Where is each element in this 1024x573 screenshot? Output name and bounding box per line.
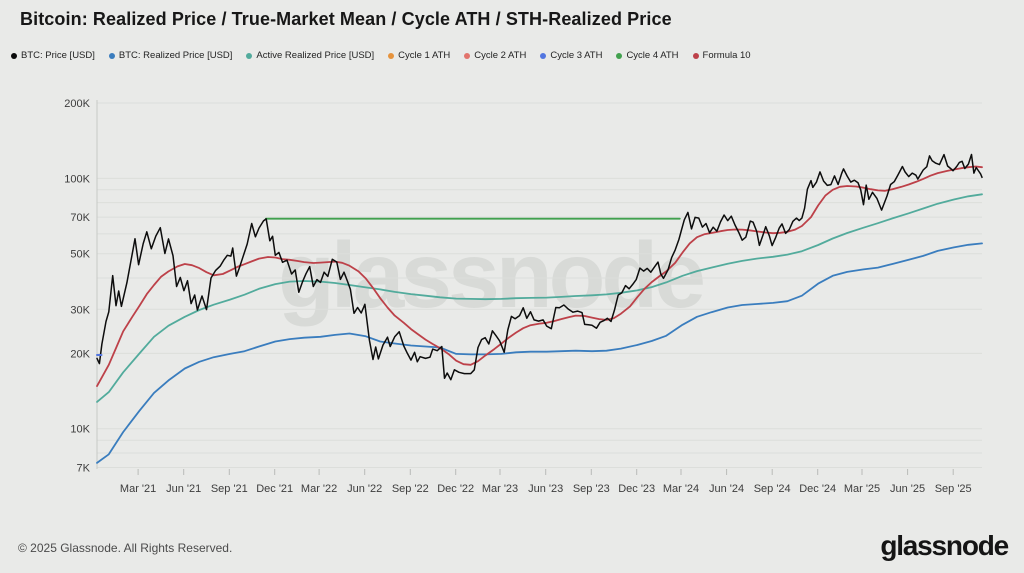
legend-label: BTC: Price [USD] [21,50,95,61]
x-axis-label: Dec '24 [799,483,836,495]
legend-item-btc-realized-price[interactable]: BTC: Realized Price [USD] [108,50,233,61]
y-axis-label: 20K [70,348,90,360]
legend-item-cycle-4-ath[interactable]: Cycle 4 ATH [616,50,679,61]
legend-label: Cycle 1 ATH [398,50,451,61]
x-axis-label: Sep '25 [935,483,972,495]
y-axis-label: 7K [77,463,91,475]
legend-dot-icon [540,52,547,59]
copyright-text: © 2025 Glassnode. All Rights Reserved. [18,541,233,555]
y-axis-label: 10K [70,424,90,436]
legend-item-cycle-1-ath[interactable]: Cycle 1 ATH [388,50,450,61]
legend-label: Cycle 2 ATH [474,50,527,61]
legend-dot-icon [108,52,115,59]
legend-item-cycle-3-ath[interactable]: Cycle 3 ATH [540,50,602,61]
legend-label: Active Realized Price [USD] [256,50,375,61]
x-axis-label: Sep '24 [754,483,791,495]
legend-label: BTC: Realized Price [USD] [118,50,233,61]
series-formula-10 [96,165,983,388]
x-axis-label: Dec '22 [437,483,474,495]
x-axis-label: Jun '22 [347,483,382,495]
x-axis-label: Mar '25 [844,483,880,495]
legend-item-cycle-2-ath[interactable]: Cycle 2 ATH [464,50,526,61]
legend-dot-icon [246,52,253,59]
series-btc-price [96,153,983,381]
legend-label: Cycle 4 ATH [626,50,679,61]
legend-dot-icon [616,52,623,59]
x-axis-label: Dec '21 [256,483,293,495]
y-axis-label: 200K [64,98,90,110]
y-axis-label: 100K [64,173,90,185]
legend-label: Formula 10 [702,50,751,61]
x-axis-label: Sep '22 [392,483,429,495]
x-axis-label: Dec '23 [618,483,655,495]
x-axis-label: Sep '21 [211,483,248,495]
x-axis-label: Mar '21 [120,483,156,495]
x-axis-label: Jun '23 [528,483,563,495]
legend-label: Cycle 3 ATH [550,50,603,61]
page-title: Bitcoin: Realized Price / True-Market Me… [20,9,672,29]
x-axis-label: Jun '21 [166,483,201,495]
series-active-realized-price [96,193,983,403]
legend-dot-icon [464,52,471,59]
x-axis-label: Jun '25 [890,483,925,495]
series-btc-realized-price [96,242,983,464]
legend-item-btc-price[interactable]: BTC: Price [USD] [11,50,95,61]
y-axis-label: 50K [70,249,90,261]
glassnode-logo: glassnode [880,530,1009,561]
legend-item-active-realized-price[interactable]: Active Realized Price [USD] [246,50,374,61]
x-axis-label: Mar '22 [301,483,337,495]
legend-dot-icon [692,52,699,59]
chart-legend: BTC: Price [USD] BTC: Realized Price [USD… [11,50,751,61]
legend-item-formula-10[interactable]: Formula 10 [692,50,751,61]
y-axis-label: 30K [70,304,90,316]
y-axis-label: 70K [70,212,90,224]
x-axis-label: Mar '23 [482,483,518,495]
legend-dot-icon [11,52,17,59]
x-axis-label: Jun '24 [709,483,744,495]
chart-svg[interactable]: 200K 100K 70K 50K 30K 20K 10K 7K Mar '21 Jun '21 S… [0,0,1024,510]
x-axis-label: Mar '24 [663,483,699,495]
x-axis-label: Sep '23 [573,483,610,495]
legend-dot-icon [388,52,395,59]
